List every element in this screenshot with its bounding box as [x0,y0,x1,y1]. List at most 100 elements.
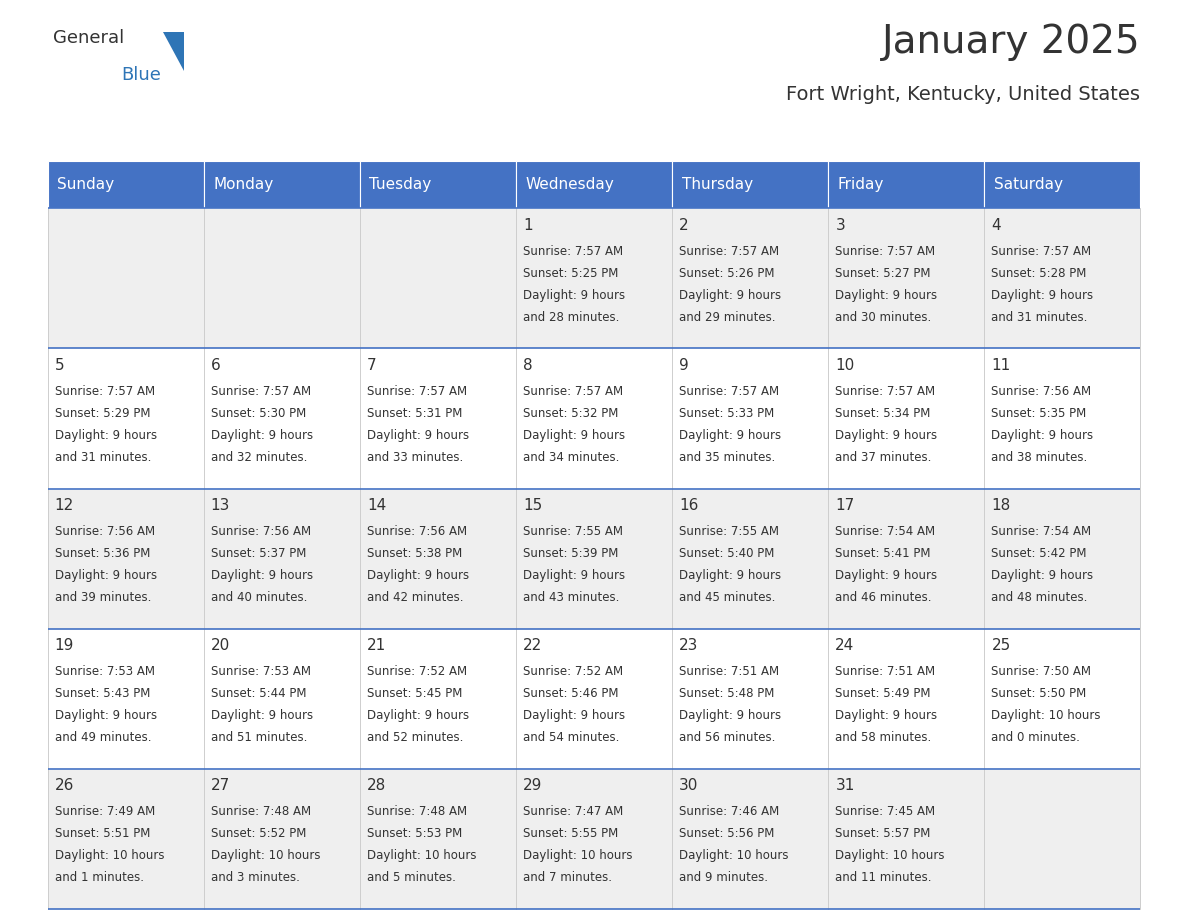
Text: Daylight: 9 hours: Daylight: 9 hours [523,569,625,582]
Text: Daylight: 9 hours: Daylight: 9 hours [680,429,782,442]
Text: and 37 minutes.: and 37 minutes. [835,451,931,464]
Text: 10: 10 [835,358,854,373]
Text: 9: 9 [680,358,689,373]
Text: Sunset: 5:33 PM: Sunset: 5:33 PM [680,408,775,420]
Text: and 54 minutes.: and 54 minutes. [523,732,619,744]
Text: Sunrise: 7:48 AM: Sunrise: 7:48 AM [367,805,467,819]
Text: Fort Wright, Kentucky, United States: Fort Wright, Kentucky, United States [786,85,1140,105]
Text: Sunset: 5:29 PM: Sunset: 5:29 PM [55,408,150,420]
Text: Sunset: 5:49 PM: Sunset: 5:49 PM [835,688,931,700]
Text: 16: 16 [680,498,699,513]
Bar [203,349,360,488]
Text: 31: 31 [835,778,854,793]
Text: 11: 11 [992,358,1011,373]
Text: Daylight: 10 hours: Daylight: 10 hours [367,849,476,862]
Text: Daylight: 9 hours: Daylight: 9 hours [835,569,937,582]
Text: Sunset: 5:37 PM: Sunset: 5:37 PM [210,547,307,560]
Bar [828,629,985,768]
Bar [985,208,1140,349]
Bar [360,161,516,208]
Text: Friday: Friday [838,177,884,192]
Text: Sunrise: 7:51 AM: Sunrise: 7:51 AM [835,666,935,678]
Text: 15: 15 [523,498,542,513]
Bar [203,208,360,349]
Text: 26: 26 [55,778,74,793]
Text: Sunrise: 7:55 AM: Sunrise: 7:55 AM [523,525,623,538]
Bar [516,349,672,488]
Bar [985,349,1140,488]
Text: Daylight: 9 hours: Daylight: 9 hours [680,569,782,582]
Text: Daylight: 9 hours: Daylight: 9 hours [210,569,312,582]
Bar [828,349,985,488]
Text: Blue: Blue [121,66,162,84]
Text: Daylight: 9 hours: Daylight: 9 hours [835,429,937,442]
Text: and 3 minutes.: and 3 minutes. [210,871,299,884]
Text: 27: 27 [210,778,230,793]
Text: and 30 minutes.: and 30 minutes. [835,311,931,324]
Text: Sunrise: 7:48 AM: Sunrise: 7:48 AM [210,805,311,819]
Text: Sunrise: 7:56 AM: Sunrise: 7:56 AM [992,386,1092,398]
Bar [672,161,828,208]
Text: and 46 minutes.: and 46 minutes. [835,591,931,604]
Text: and 28 minutes.: and 28 minutes. [523,311,619,324]
Text: 13: 13 [210,498,230,513]
Bar [672,768,828,909]
Text: Daylight: 9 hours: Daylight: 9 hours [55,710,157,722]
Bar [360,488,516,629]
Text: and 45 minutes.: and 45 minutes. [680,591,776,604]
Text: Daylight: 9 hours: Daylight: 9 hours [992,429,1094,442]
Text: Daylight: 9 hours: Daylight: 9 hours [835,289,937,302]
Text: Sunrise: 7:56 AM: Sunrise: 7:56 AM [55,525,154,538]
Text: 24: 24 [835,638,854,653]
Text: Sunrise: 7:57 AM: Sunrise: 7:57 AM [55,386,154,398]
Text: and 31 minutes.: and 31 minutes. [992,311,1088,324]
Bar [985,161,1140,208]
Text: 19: 19 [55,638,74,653]
Text: 25: 25 [992,638,1011,653]
Text: Sunrise: 7:57 AM: Sunrise: 7:57 AM [680,386,779,398]
Text: Sunset: 5:52 PM: Sunset: 5:52 PM [210,827,307,840]
Text: 6: 6 [210,358,221,373]
Text: Sunset: 5:26 PM: Sunset: 5:26 PM [680,267,775,280]
Text: Daylight: 9 hours: Daylight: 9 hours [680,710,782,722]
Text: Sunrise: 7:57 AM: Sunrise: 7:57 AM [210,386,311,398]
Text: Sunrise: 7:56 AM: Sunrise: 7:56 AM [210,525,311,538]
Text: Sunset: 5:55 PM: Sunset: 5:55 PM [523,827,618,840]
Bar [203,629,360,768]
Text: Sunrise: 7:57 AM: Sunrise: 7:57 AM [680,245,779,258]
Text: and 43 minutes.: and 43 minutes. [523,591,619,604]
Text: Sunrise: 7:50 AM: Sunrise: 7:50 AM [992,666,1092,678]
Text: Sunset: 5:56 PM: Sunset: 5:56 PM [680,827,775,840]
Text: Sunrise: 7:52 AM: Sunrise: 7:52 AM [523,666,624,678]
Text: Daylight: 10 hours: Daylight: 10 hours [523,849,632,862]
Bar [985,768,1140,909]
Text: Sunset: 5:57 PM: Sunset: 5:57 PM [835,827,930,840]
Text: and 29 minutes.: and 29 minutes. [680,311,776,324]
Bar [203,768,360,909]
Text: and 42 minutes.: and 42 minutes. [367,591,463,604]
Text: Sunset: 5:41 PM: Sunset: 5:41 PM [835,547,931,560]
Text: and 48 minutes.: and 48 minutes. [992,591,1088,604]
Text: Sunset: 5:42 PM: Sunset: 5:42 PM [992,547,1087,560]
Bar [360,768,516,909]
Text: 14: 14 [367,498,386,513]
Text: 7: 7 [367,358,377,373]
Text: and 5 minutes.: and 5 minutes. [367,871,456,884]
Text: 21: 21 [367,638,386,653]
Text: 2: 2 [680,218,689,232]
Text: Sunset: 5:27 PM: Sunset: 5:27 PM [835,267,931,280]
Text: Daylight: 10 hours: Daylight: 10 hours [992,710,1101,722]
Text: and 38 minutes.: and 38 minutes. [992,451,1088,464]
Bar [48,629,203,768]
Text: Daylight: 10 hours: Daylight: 10 hours [680,849,789,862]
Text: Daylight: 9 hours: Daylight: 9 hours [680,289,782,302]
Text: Sunset: 5:45 PM: Sunset: 5:45 PM [367,688,462,700]
Text: and 32 minutes.: and 32 minutes. [210,451,308,464]
Text: Sunrise: 7:57 AM: Sunrise: 7:57 AM [367,386,467,398]
Text: Daylight: 10 hours: Daylight: 10 hours [835,849,944,862]
Text: Sunset: 5:31 PM: Sunset: 5:31 PM [367,408,462,420]
Text: 4: 4 [992,218,1001,232]
Bar [48,208,203,349]
Text: 22: 22 [523,638,542,653]
Text: Sunrise: 7:45 AM: Sunrise: 7:45 AM [835,805,935,819]
